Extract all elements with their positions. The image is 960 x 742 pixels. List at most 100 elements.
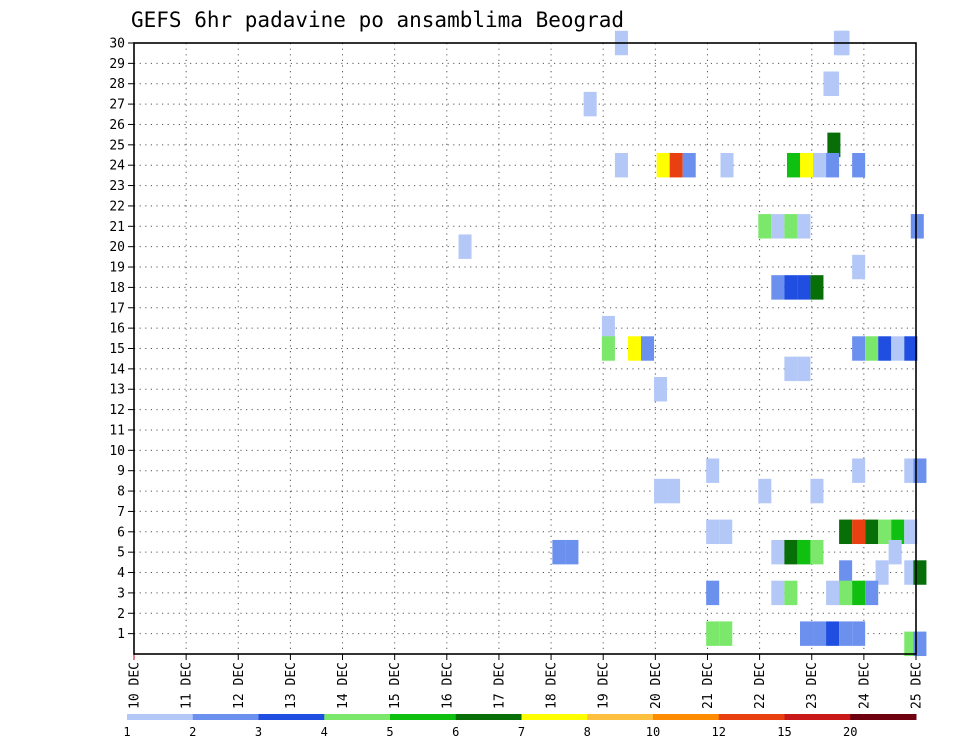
data-cell <box>826 621 840 646</box>
legend-swatch <box>587 714 654 720</box>
y-tick-label: 21 <box>109 220 125 235</box>
data-cell <box>786 152 801 178</box>
legend-label: 20 <box>843 725 857 739</box>
y-tick-label: 8 <box>117 485 125 500</box>
data-cell <box>601 336 615 361</box>
data-cell <box>706 458 720 483</box>
y-tick-label: 17 <box>109 301 125 316</box>
data-cell <box>891 336 905 361</box>
data-cell <box>891 519 905 545</box>
x-tick-label: 20 DEC <box>649 662 664 709</box>
data-cell <box>771 539 785 565</box>
x-axis-labels: 10 DEC 11 DEC 12 DEC 13 DEC 14 DEC 15 DEC 16 D… <box>128 662 925 709</box>
y-tick-label: 27 <box>109 98 125 113</box>
data-cell <box>669 152 683 178</box>
legend-label: 4 <box>321 725 328 739</box>
x-tick-label: 18 DEC <box>545 662 560 709</box>
legend-label: 5 <box>386 725 393 739</box>
data-cell <box>810 478 824 504</box>
y-tick-label: 16 <box>109 322 125 337</box>
data-cell <box>826 71 840 96</box>
data-cell <box>719 621 733 646</box>
y-tick-label: 29 <box>109 57 125 72</box>
data-cell <box>839 560 853 585</box>
data-cell <box>852 580 866 606</box>
y-tick-label: 2 <box>117 607 125 622</box>
y-tick-label: 1 <box>117 627 125 642</box>
x-tick-label: 16 DEC <box>440 662 455 709</box>
x-tick-label: 23 DEC <box>805 662 820 709</box>
y-tick-label: 3 <box>117 586 125 601</box>
x-tick-label: 10 DEC <box>128 662 143 709</box>
legend-label: 2 <box>189 725 196 739</box>
data-cell <box>878 336 892 361</box>
legend-swatch <box>258 714 325 720</box>
legend-swatch <box>784 714 851 720</box>
data-cell <box>810 539 824 565</box>
data-cell <box>565 539 579 565</box>
data-cell <box>865 336 879 361</box>
data-cell <box>758 214 772 239</box>
legend-swatch <box>324 714 391 720</box>
y-tick-label: 30 <box>109 37 125 52</box>
data-cell <box>904 519 918 545</box>
data-cell <box>784 214 798 239</box>
legend-swatch <box>718 714 785 720</box>
y-tick-label: 10 <box>109 444 125 459</box>
x-tick-label: 15 DEC <box>388 662 403 709</box>
data-cell <box>706 519 720 545</box>
data-cell <box>797 275 811 300</box>
data-cell <box>627 336 641 361</box>
y-tick-label: 18 <box>109 281 125 296</box>
legend-swatch <box>455 714 522 720</box>
x-tick-label: 19 DEC <box>597 662 612 709</box>
legend-swatch <box>521 714 588 720</box>
data-cell <box>910 214 924 239</box>
y-tick-label: 24 <box>109 159 125 174</box>
data-cell <box>706 621 720 646</box>
data-cell <box>654 478 668 504</box>
y-tick-label: 4 <box>117 566 125 581</box>
legend-label: 15 <box>777 725 791 739</box>
y-tick-label: 15 <box>109 342 125 357</box>
x-tick-label: 22 DEC <box>753 662 768 709</box>
x-tick-label: 25 DEC <box>910 662 925 709</box>
data-cell <box>852 152 866 178</box>
data-cell <box>813 621 827 646</box>
data-cell <box>667 478 681 504</box>
data-cell <box>583 91 597 117</box>
x-tick-label: 17 DEC <box>492 662 507 709</box>
legend-swatch <box>390 714 457 720</box>
data-cell <box>826 152 840 178</box>
data-cell <box>839 519 853 545</box>
y-tick-label: 9 <box>117 464 125 479</box>
color-legend: 1 2 3 4 5 6 7 8 10 12 15 20 <box>123 714 917 739</box>
legend-label: 3 <box>255 725 262 739</box>
data-cell <box>904 336 918 361</box>
data-cell <box>852 621 866 646</box>
legend-swatch <box>653 714 720 720</box>
data-cell <box>852 336 866 361</box>
y-axis-labels: 1234567891011121314151617181920212223242… <box>109 37 125 643</box>
y-tick-label: 11 <box>109 423 125 438</box>
data-cell <box>784 275 798 300</box>
chart-title: GEFS 6hr padavine po ansamblima Beograd <box>131 8 624 32</box>
y-tick-label: 13 <box>109 383 125 398</box>
data-cell <box>706 580 720 606</box>
y-tick-label: 22 <box>109 199 125 214</box>
legend-label: 12 <box>712 725 726 739</box>
y-tick-label: 20 <box>109 240 125 255</box>
y-tick-label: 26 <box>109 118 125 133</box>
y-tick-label: 19 <box>109 261 125 276</box>
legend-swatch <box>127 714 194 720</box>
data-cell <box>797 356 811 382</box>
y-tick-label: 5 <box>117 546 125 561</box>
data-cell <box>552 539 566 565</box>
data-cell <box>826 580 840 606</box>
y-tick-label: 14 <box>109 362 125 377</box>
x-tick-label: 11 DEC <box>180 662 195 709</box>
x-tick-label: 13 DEC <box>284 662 299 709</box>
y-tick-label: 7 <box>117 505 125 520</box>
y-tick-label: 28 <box>109 77 125 92</box>
